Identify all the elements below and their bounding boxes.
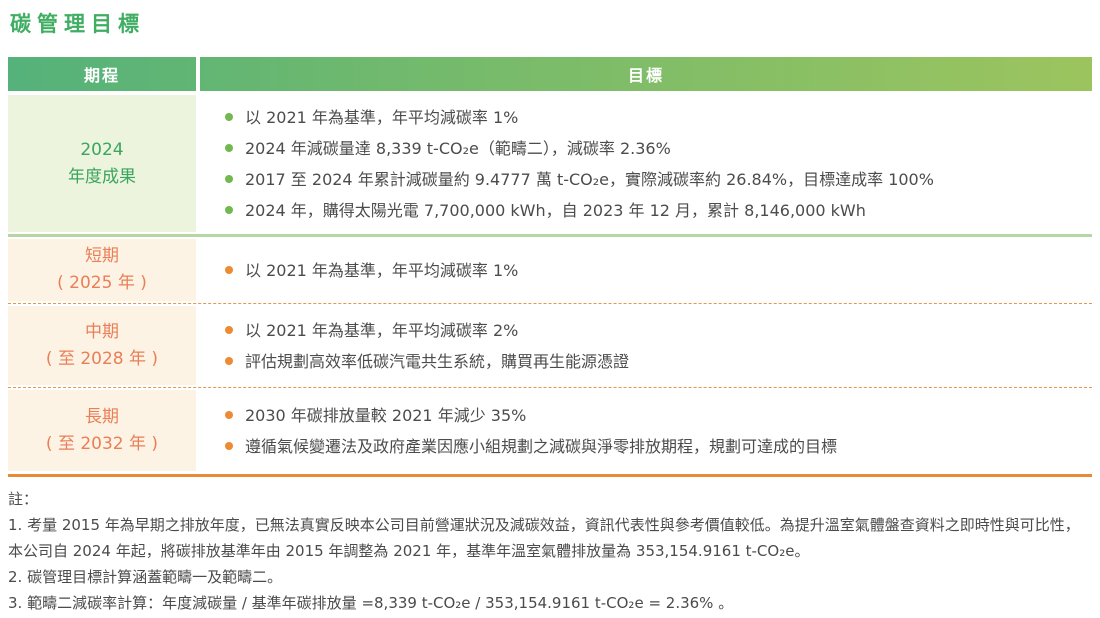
goal-bullet-item: 以 2021 年為基準，年平均減碳率 2% bbox=[225, 315, 1082, 346]
period-cell-2024: 2024 年度成果 bbox=[8, 95, 196, 232]
period-line-2: ( 至 2028 年 ) bbox=[45, 348, 159, 369]
goal-text: 評估規劃高效率低碳汽電共生系統，購買再生能源憑證 bbox=[245, 351, 630, 371]
carbon-goals-table: 期程 目標 2024 年度成果 以 2021 年為基準，年平均減碳率 1% 20… bbox=[8, 57, 1092, 477]
table-row-mid-term: 中期 ( 至 2028 年 ) 以 2021 年為基準，年平均減碳率 2% 評估… bbox=[8, 306, 1092, 385]
bullet-dot-icon bbox=[225, 411, 233, 419]
row-separator-green bbox=[8, 234, 1092, 237]
goal-text: 以 2021 年為基準，年平均減碳率 1% bbox=[245, 107, 519, 127]
bullet-dot-icon bbox=[225, 206, 233, 214]
goal-cell-short-term: 以 2021 年為基準，年平均減碳率 1% bbox=[200, 239, 1092, 301]
bullet-dot-icon bbox=[225, 357, 233, 365]
bullet-dot-icon bbox=[225, 144, 233, 152]
note-item-1: 1. 考量 2015 年為早期之排放年度，已無法真實反映本公司目前營運狀況及減碳… bbox=[8, 516, 1080, 560]
goal-text: 2017 至 2024 年累計減碳量約 9.4777 萬 t-CO₂e，實際減碳… bbox=[245, 169, 934, 189]
bullet-dot-icon bbox=[225, 442, 233, 450]
period-line-1: 2024 bbox=[80, 139, 124, 160]
header-row-gap bbox=[8, 91, 1092, 95]
notes-section: 註： 1. 考量 2015 年為早期之排放年度，已無法真實反映本公司目前營運狀況… bbox=[8, 486, 1092, 616]
period-line-2: ( 至 2032 年 ) bbox=[45, 433, 159, 454]
goal-bullet-item: 2030 年碳排放量較 2021 年減少 35% bbox=[225, 400, 1082, 431]
goal-text: 2024 年，購得太陽光電 7,700,000 kWh，自 2023 年 12 … bbox=[245, 200, 866, 220]
period-line-1: 短期 bbox=[85, 246, 119, 266]
period-line-1: 長期 bbox=[85, 406, 119, 427]
goal-bullet-item: 評估規劃高效率低碳汽電共生系統，購買再生能源憑證 bbox=[225, 346, 1082, 377]
goal-bullet-item: 2017 至 2024 年累計減碳量約 9.4777 萬 t-CO₂e，實際減碳… bbox=[225, 164, 1082, 195]
period-line-1: 中期 bbox=[85, 321, 119, 342]
goal-text: 以 2021 年為基準，年平均減碳率 1% bbox=[245, 260, 519, 280]
period-cell-mid-term: 中期 ( 至 2028 年 ) bbox=[8, 306, 196, 385]
column-divider bbox=[196, 57, 200, 91]
column-header-period: 期程 bbox=[83, 66, 120, 85]
period-cell-short-term: 短期 ( 2025 年 ) bbox=[8, 239, 196, 301]
goal-bullet-item: 以 2021 年為基準，年平均減碳率 1% bbox=[225, 102, 1082, 133]
table-bottom-border bbox=[8, 474, 1092, 477]
table-row-short-term: 短期 ( 2025 年 ) 以 2021 年為基準，年平均減碳率 1% bbox=[8, 239, 1092, 301]
period-line-2: ( 2025 年 ) bbox=[57, 273, 147, 293]
note-item-3: 3. 範疇二減碳率計算：年度減碳量 / 基準年碳排放量 =8,339 t-CO₂… bbox=[8, 594, 734, 612]
goal-bullet-item: 遵循氣候變遷法及政府產業因應小組規劃之減碳與淨零排放期程，規劃可達成的目標 bbox=[225, 431, 1082, 462]
bullet-dot-icon bbox=[225, 326, 233, 334]
goal-text: 2024 年減碳量達 8,339 t-CO₂e（範疇二），減碳率 2.36% bbox=[245, 138, 671, 158]
page-title: 碳管理目標 bbox=[10, 12, 145, 36]
row-separator-dashed bbox=[8, 387, 1092, 388]
period-line-2: 年度成果 bbox=[68, 166, 136, 187]
goal-cell-long-term: 2030 年碳排放量較 2021 年減少 35% 遵循氣候變遷法及政府產業因應小… bbox=[200, 390, 1092, 471]
notes-label: 註： bbox=[8, 490, 39, 508]
goal-cell-mid-term: 以 2021 年為基準，年平均減碳率 2% 評估規劃高效率低碳汽電共生系統，購買… bbox=[200, 306, 1092, 385]
goal-bullet-item: 2024 年減碳量達 8,339 t-CO₂e（範疇二），減碳率 2.36% bbox=[225, 133, 1082, 164]
goal-text: 遵循氣候變遷法及政府產業因應小組規劃之減碳與淨零排放期程，規劃可達成的目標 bbox=[245, 436, 838, 456]
row-separator-dashed bbox=[8, 303, 1092, 304]
goal-bullet-item: 2024 年，購得太陽光電 7,700,000 kWh，自 2023 年 12 … bbox=[225, 195, 1082, 226]
table-row-2024-results: 2024 年度成果 以 2021 年為基準，年平均減碳率 1% 2024 年減碳… bbox=[8, 95, 1092, 232]
goal-cell-2024: 以 2021 年為基準，年平均減碳率 1% 2024 年減碳量達 8,339 t… bbox=[200, 95, 1092, 232]
period-cell-long-term: 長期 ( 至 2032 年 ) bbox=[8, 390, 196, 471]
goal-bullet-item: 以 2021 年為基準，年平均減碳率 1% bbox=[225, 255, 1082, 286]
bullet-dot-icon bbox=[225, 113, 233, 121]
goal-text: 2030 年碳排放量較 2021 年減少 35% bbox=[245, 405, 527, 425]
table-header-row: 期程 目標 bbox=[8, 57, 1092, 91]
note-item-2: 2. 碳管理目標計算涵蓋範疇一及範疇二。 bbox=[8, 568, 283, 586]
table-row-long-term: 長期 ( 至 2032 年 ) 2030 年碳排放量較 2021 年減少 35%… bbox=[8, 390, 1092, 471]
goal-text: 以 2021 年為基準，年平均減碳率 2% bbox=[245, 320, 519, 340]
bullet-dot-icon bbox=[225, 175, 233, 183]
column-header-goal: 目標 bbox=[627, 66, 664, 85]
bullet-dot-icon bbox=[225, 266, 233, 274]
